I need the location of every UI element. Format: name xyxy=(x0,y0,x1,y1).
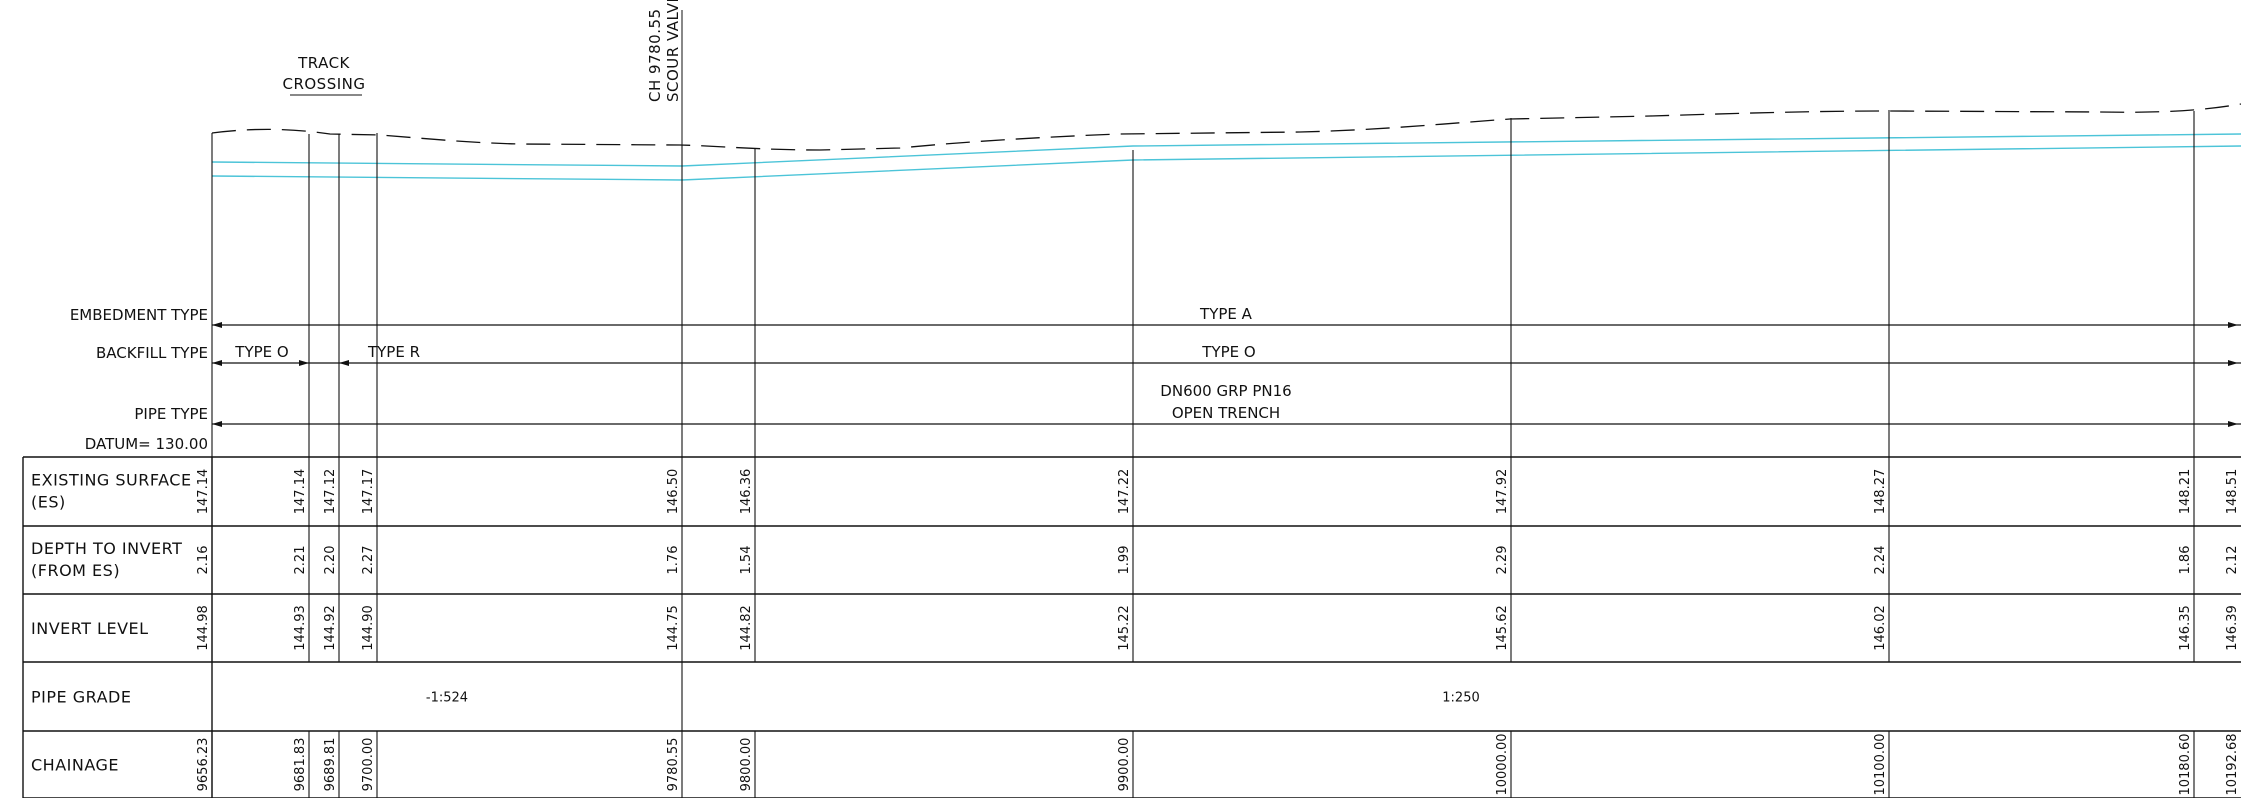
backfill-type-value-1: TYPE O xyxy=(234,343,288,361)
table-row-label-2: (ES) xyxy=(31,493,66,512)
table-cell-value: 147.14 xyxy=(293,469,308,515)
table-row-label: DEPTH TO INVERT xyxy=(31,539,182,558)
table-cell-value: 10192.68 xyxy=(2225,733,2240,795)
table-cell-value: 2.29 xyxy=(1495,546,1510,575)
table-cell-value: 9780.55 xyxy=(666,738,681,792)
table-row-label: PIPE GRADE xyxy=(31,688,131,707)
table-cell-value: 9681.83 xyxy=(293,738,308,792)
table-cell-value: 10000.00 xyxy=(1495,733,1510,795)
table-cell-value: 146.36 xyxy=(739,469,754,515)
table-cell-value: 147.12 xyxy=(323,469,338,515)
scour-valve-chainage: CH 9780.55 xyxy=(646,8,664,102)
table-cell-value: 146.35 xyxy=(2178,605,2193,651)
table-cell-value: 147.14 xyxy=(196,469,211,515)
pipe-invert-line xyxy=(211,145,2241,181)
pipe-obvert-line xyxy=(211,133,2241,167)
backfill-type-value-2: TYPE R xyxy=(367,343,420,361)
table-cell-value: 146.39 xyxy=(2225,605,2240,651)
table-cell-value: 145.62 xyxy=(1495,605,1510,651)
backfill-type-value-3: TYPE O xyxy=(1201,343,1255,361)
table-cell-value: 9700.00 xyxy=(361,738,376,792)
datum-label: DATUM= 130.00 xyxy=(85,435,208,453)
table-cell-value: 10100.00 xyxy=(1873,733,1888,795)
pipe-type-value-2: OPEN TRENCH xyxy=(1172,404,1280,422)
pipe-grade-value-1: -1:524 xyxy=(426,691,468,706)
chainage-verticals xyxy=(211,110,2195,798)
data-table xyxy=(22,456,2241,798)
table-cell-value: 9900.00 xyxy=(1117,738,1132,792)
embedment-type-label: EMBEDMENT TYPE xyxy=(70,306,208,324)
table-cell-value: 144.92 xyxy=(323,605,338,651)
pipe-type-label: PIPE TYPE xyxy=(134,405,208,423)
table-cell-value: 148.51 xyxy=(2225,469,2240,515)
table-cell-value: 146.02 xyxy=(1873,605,1888,651)
table-cell-value: 144.93 xyxy=(293,605,308,651)
table-row-label: CHAINAGE xyxy=(31,756,119,775)
table-cell-value: 2.24 xyxy=(1873,546,1888,575)
table-values: 147.14 147.14 147.12 147.17 146.50 146.36 147.… xyxy=(196,469,2240,796)
table-cell-value: 9800.00 xyxy=(739,738,754,792)
table-cell-value: 1.76 xyxy=(666,546,681,575)
table-cell-value: 145.22 xyxy=(1117,605,1132,651)
existing-surface-dashed-line xyxy=(211,103,2241,151)
backfill-type-label: BACKFILL TYPE xyxy=(96,344,208,362)
table-cell-value: 146.50 xyxy=(666,469,681,515)
table-cell-value: 144.98 xyxy=(196,605,211,651)
table-cell-value: 10180.60 xyxy=(2178,733,2193,795)
table-cell-value: 9656.23 xyxy=(196,738,211,792)
table-row-labels: EXISTING SURFACE (ES) DEPTH TO INVERT (FROM… xyxy=(31,471,192,775)
track-crossing-label-1: TRACK xyxy=(297,54,350,72)
table-cell-value: 147.92 xyxy=(1495,469,1510,515)
table-cell-value: 144.90 xyxy=(361,605,376,651)
table-cell-value: 144.82 xyxy=(739,605,754,651)
table-cell-value: 2.21 xyxy=(293,546,308,575)
pipe-grade-value-2: 1:250 xyxy=(1442,691,1479,706)
scour-valve-label: SCOUR VALVE xyxy=(664,0,682,102)
table-row-label-2: (FROM ES) xyxy=(31,561,120,580)
table-cell-value: 148.21 xyxy=(2178,469,2193,515)
table-cell-value: 9689.81 xyxy=(323,738,338,792)
pipe-type-value-1: DN600 GRP PN16 xyxy=(1160,382,1291,400)
table-row-label: INVERT LEVEL xyxy=(31,619,149,638)
table-cell-value: 1.99 xyxy=(1117,546,1132,575)
table-cell-value: 144.75 xyxy=(666,605,681,651)
table-cell-value: 147.22 xyxy=(1117,469,1132,515)
embedment-type-value: TYPE A xyxy=(1199,305,1253,323)
table-cell-value: 2.16 xyxy=(196,546,211,575)
table-cell-value: 148.27 xyxy=(1873,469,1888,515)
table-cell-value: 147.17 xyxy=(361,469,376,515)
table-cell-value: 2.12 xyxy=(2225,546,2240,575)
table-cell-value: 1.54 xyxy=(739,546,754,575)
table-row-label: EXISTING SURFACE xyxy=(31,471,192,490)
table-cell-value: 1.86 xyxy=(2178,546,2193,575)
table-cell-value: 2.20 xyxy=(323,546,338,575)
table-cell-value: 2.27 xyxy=(361,546,376,575)
track-crossing-label-2: CROSSING xyxy=(282,75,365,93)
